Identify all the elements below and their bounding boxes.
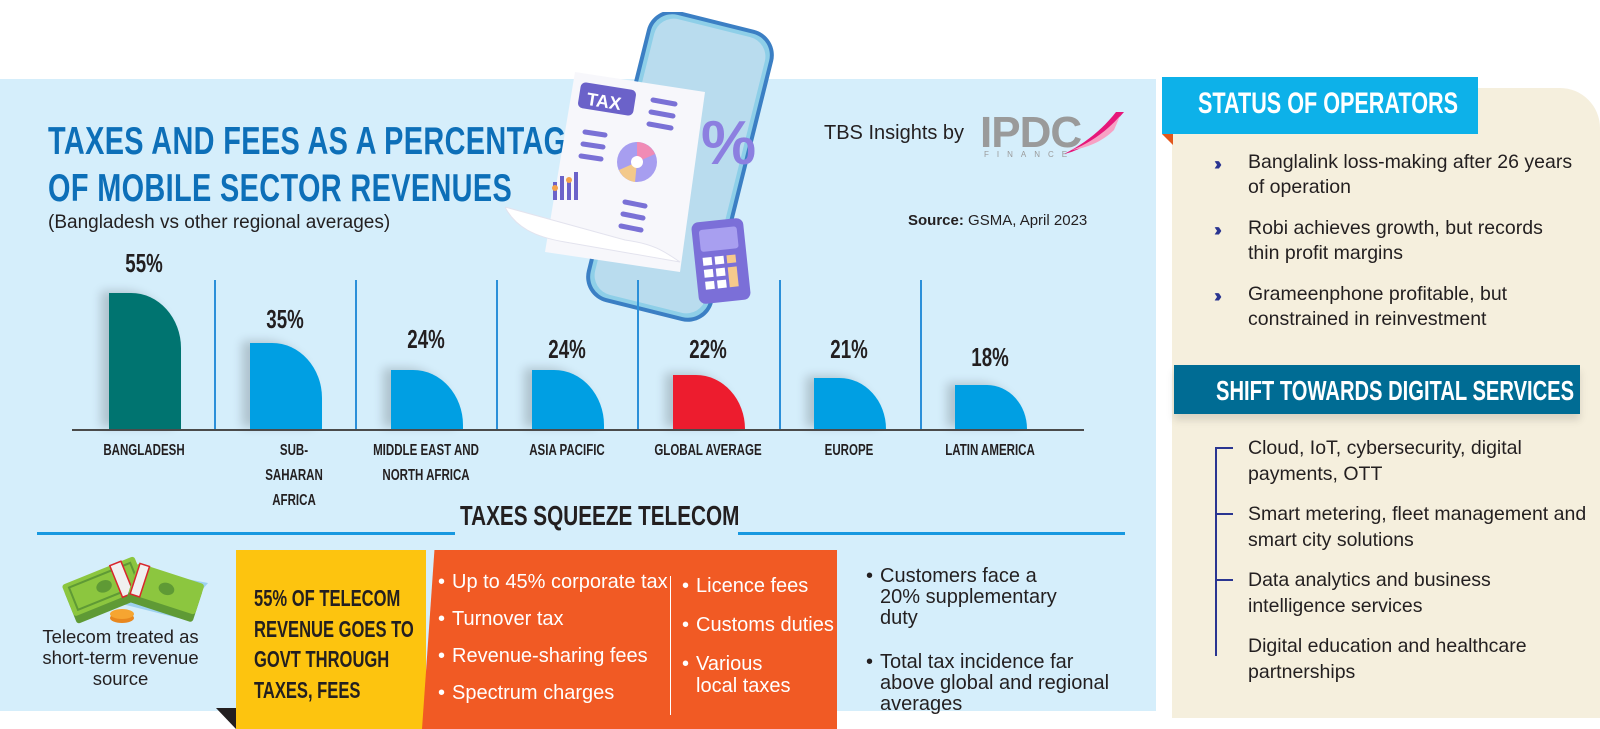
- bar-value: 24%: [548, 334, 586, 364]
- status-heading: STATUS OF OPERATORS: [1198, 87, 1459, 120]
- bar-global-average: [673, 375, 745, 429]
- tax-item: Various local taxes: [682, 653, 792, 709]
- brand-text: TBS Insights by: [824, 122, 965, 144]
- bar-mena: [391, 370, 463, 429]
- chart-divider: [920, 280, 922, 430]
- tax-item: Revenue-sharing fees: [438, 645, 668, 682]
- bar-value: 22%: [689, 334, 727, 364]
- x-axis: [72, 429, 1084, 431]
- status-header: [1162, 77, 1478, 134]
- chart-divider: [214, 280, 216, 430]
- money-stack-icon: [62, 556, 208, 624]
- digital-list: Cloud, IoT, cybersecurity, digital payme…: [1217, 435, 1588, 693]
- bar-sub-saharan-africa: [250, 343, 322, 429]
- side-note: Total tax incidence far above global and…: [866, 652, 1128, 715]
- bar-value: 35%: [266, 304, 304, 334]
- side-notes: Customers face a 20% supplementary duty …: [866, 566, 1128, 729]
- status-item: ›››Banglalink loss-making after 26 years…: [1216, 151, 1573, 198]
- chart-divider: [779, 280, 781, 430]
- logo-subtext: FINANCE: [984, 150, 1076, 159]
- bar-label: LATIN AMERICA: [945, 442, 1035, 459]
- bar-label: ASIA PACIFIC: [529, 442, 605, 459]
- digital-item: Data analytics and business intelligence…: [1217, 567, 1588, 633]
- tax-item: Up to 45% corporate tax: [438, 571, 668, 608]
- yellow-box-fold: [216, 708, 236, 729]
- bar-group-asia-pacific: 24% ASIA PACIFIC: [495, 260, 639, 490]
- money-caption: Telecom treated as short-term revenue so…: [42, 626, 199, 689]
- section-rule-right: [738, 532, 1125, 535]
- bar-value: 21%: [830, 334, 868, 364]
- bar-latin-america: [955, 385, 1027, 429]
- tax-item: Customs duties: [682, 614, 834, 653]
- tax-list-divider: [670, 576, 671, 715]
- bar-label: SUB-SAHARAN AFRICA: [264, 442, 323, 509]
- source-label: Source:: [908, 212, 964, 229]
- digital-item: Smart metering, fleet management and sma…: [1217, 501, 1588, 567]
- digital-header: [1174, 365, 1580, 414]
- highlight-box: [236, 550, 426, 729]
- ipdc-logo: IPDC FINANCE: [980, 108, 1125, 159]
- bar-group-europe: 21% EUROPE: [777, 260, 921, 490]
- bar-asia-pacific: [532, 370, 604, 429]
- digital-item: Digital education and healthcare partner…: [1248, 633, 1588, 693]
- percent-icon: %: [701, 109, 756, 178]
- chart-divider: [355, 280, 357, 430]
- bar-chart: 55% BANGLADESH 35% SUB-SAHARAN AFRICA 24…: [72, 248, 1084, 509]
- section-rule-left: [37, 532, 455, 535]
- title-line-2: OF MOBILE SECTOR REVENUES: [48, 167, 513, 210]
- bar-label: GLOBAL AVERAGE: [654, 442, 762, 459]
- digital-heading: SHIFT TOWARDS DIGITAL SERVICES: [1216, 375, 1575, 406]
- bar-label: BANGLADESH: [103, 442, 185, 459]
- tax-item: Turnover tax: [438, 608, 668, 645]
- bar-group-bangladesh: 55% BANGLADESH: [72, 248, 216, 490]
- bar-group-latin-america: 18% LATIN AMERICA: [918, 260, 1062, 490]
- bar-group-global-average: 22% GLOBAL AVERAGE: [636, 260, 780, 490]
- bar-value: 24%: [407, 324, 445, 354]
- bar-bangladesh: [109, 293, 181, 429]
- tax-phone-illustration: TAX %: [505, 12, 774, 322]
- side-note: Customers face a 20% supplementary duty: [866, 566, 1076, 629]
- chart-subtitle: (Bangladesh vs other regional averages): [48, 212, 391, 233]
- bar-label: MIDDLE EAST AND NORTH AFRICA: [373, 442, 479, 484]
- bar-group-mena: 24% MIDDLE EAST AND NORTH AFRICA: [354, 260, 498, 490]
- chart-title: TAXES AND FEES AS A PERCENTAGE OF MOBILE…: [48, 118, 775, 212]
- bar-europe: [814, 378, 886, 429]
- bracket-line: [1215, 447, 1217, 656]
- status-header-fold: [1162, 134, 1173, 145]
- bar-label: EUROPE: [824, 442, 874, 459]
- status-list: ›››Banglalink loss-making after 26 years…: [1216, 150, 1576, 348]
- source-value: GSMA, April 2023: [963, 212, 1088, 229]
- chart-divider: [637, 280, 639, 430]
- chart-divider: [496, 280, 498, 430]
- squeeze-heading: TAXES SQUEEZE TELECOM: [460, 500, 740, 531]
- tax-receipt-icon: TAX: [505, 72, 705, 272]
- tax-item: Licence fees: [682, 575, 834, 614]
- highlight-text: 55% OF TELECOM REVENUE GOES TO GOVT THRO…: [254, 585, 414, 703]
- logo-swoosh-icon: [1064, 112, 1124, 154]
- status-item: ›››Grameenphone profitable, but constrai…: [1216, 283, 1508, 330]
- digital-item: Cloud, IoT, cybersecurity, digital payme…: [1217, 435, 1588, 501]
- source-note: Source: GSMA, April 2023: [908, 212, 1087, 229]
- tax-list-right: Licence fees Customs duties Various loca…: [682, 575, 834, 709]
- bar-group-sub-saharan-africa: 35% SUB-SAHARAN AFRICA: [213, 260, 357, 509]
- status-item: ›››Robi achieves growth, but records thi…: [1216, 217, 1543, 264]
- bar-value: 18%: [971, 342, 1009, 372]
- bar-value: 55%: [125, 248, 163, 278]
- title-line-1: TAXES AND FEES AS A PERCENTAGE: [48, 120, 587, 163]
- logo-word: IPDC: [980, 108, 1082, 157]
- calculator-icon: [691, 218, 751, 304]
- tax-item: Spectrum charges: [438, 682, 668, 719]
- tax-list-left: Up to 45% corporate tax Turnover tax Rev…: [438, 571, 668, 719]
